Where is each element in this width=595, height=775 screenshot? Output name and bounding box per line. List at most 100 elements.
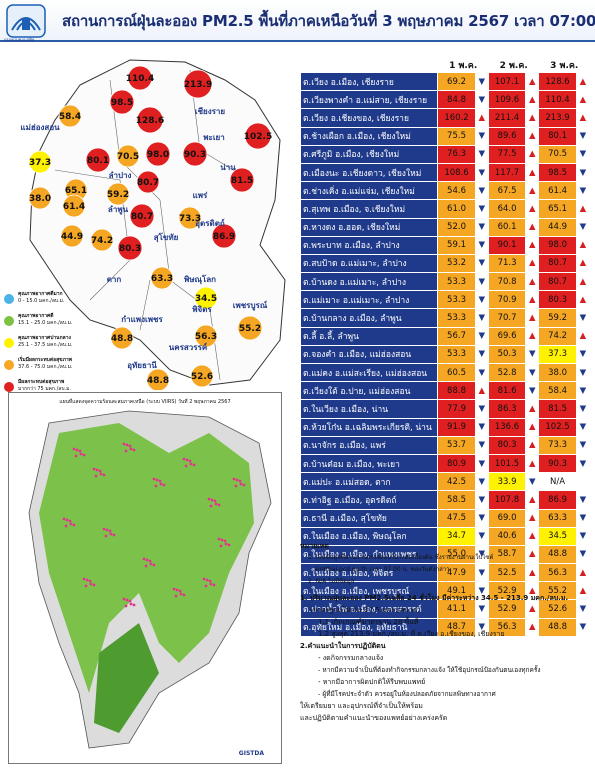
pm25-value: 33.9 bbox=[487, 472, 527, 492]
hotspot-point bbox=[129, 602, 133, 606]
trend-down-icon: ▼ bbox=[474, 453, 489, 474]
pm25-value: 52.9 bbox=[487, 581, 527, 601]
station-name: ต.เมืองนะ อ.เชียงดาว, เชียงใหม่ bbox=[299, 162, 439, 183]
hotspot-point bbox=[152, 563, 156, 567]
table-row: ต.แม่คง อ.แม่สะเรียง, แม่ฮ่องสอน 60.5 ▼ 52.… bbox=[299, 362, 591, 383]
trend-down-icon: ▼ bbox=[474, 326, 489, 346]
station-name: ต.ลี้ อ.ลี้, ลำพูน bbox=[299, 326, 439, 346]
province-label: พะเยา bbox=[203, 133, 224, 142]
marker-value: 73.3 bbox=[179, 214, 201, 224]
pm25-value: 74.2 bbox=[538, 326, 577, 346]
hotspot-point bbox=[68, 519, 72, 523]
hotspot-point bbox=[132, 448, 136, 452]
station-name: ต.ปากน้ำโพ อ.เมือง, นครสวรรค์ bbox=[299, 599, 439, 619]
pm25-value: 65.1 bbox=[538, 199, 577, 219]
hotspot-point bbox=[185, 458, 189, 462]
hotspot-point bbox=[72, 523, 76, 527]
pcd-logo-icon bbox=[6, 4, 46, 38]
marker-value: 81.5 bbox=[231, 176, 253, 186]
pm25-table: 1 พ.ค. 2 พ.ค. 3 พ.ค. ต.เวียง อ.เมือง, เชียง… bbox=[299, 58, 591, 637]
province-label: แม่ฮ่องสอน bbox=[20, 123, 60, 132]
trend-down-icon: ▼ bbox=[474, 253, 489, 274]
marker-value: 37.3 bbox=[29, 158, 51, 168]
trend-up-icon: ▲ bbox=[525, 272, 540, 292]
pm25-value: 59.1 bbox=[437, 235, 476, 255]
pm25-station-marker: 59.2 bbox=[106, 182, 130, 206]
trend-up-icon: ▲ bbox=[474, 108, 489, 128]
hotspot-point bbox=[69, 522, 73, 526]
marker-value: 128.6 bbox=[136, 116, 164, 126]
station-name: ต.ห้วยโก๋น อ.เฉลิมพระเกียรติ, น่าน bbox=[299, 417, 439, 437]
trend-down-icon: ▼ bbox=[575, 217, 591, 237]
hotspot-point bbox=[214, 502, 218, 506]
marker-value: 110.4 bbox=[126, 74, 154, 84]
hotspot-point bbox=[109, 532, 113, 536]
table-row: ต.ในเมือง อ.เมือง, เพชรบูรณ์ 49.1 ▼ 52.9 ▲ 55… bbox=[299, 581, 591, 601]
pm25-value: 58.5 bbox=[437, 490, 476, 510]
pm25-value: 75.5 bbox=[437, 126, 476, 146]
pm25-value: 61.4 bbox=[538, 181, 577, 201]
pm25-value: 42.5 bbox=[437, 472, 476, 492]
hotspot-point bbox=[92, 467, 96, 471]
trend-up-icon: ▲ bbox=[575, 235, 591, 255]
hotspot-point bbox=[122, 442, 126, 446]
table-row: ต.เวียงพางคำ อ.แม่สาย, เชียงราย 84.8 ▼ 109.… bbox=[299, 90, 591, 110]
trend-up-icon: ▲ bbox=[525, 490, 540, 510]
legend-range: 0 - 15.0 มคก./ลบ.ม. bbox=[18, 298, 65, 304]
trend-down-icon: ▼ bbox=[575, 453, 591, 474]
hotspot-point bbox=[79, 452, 83, 456]
station-name: ต.แม่เมาะ อ.แม่เมาะ, ลำปาง bbox=[299, 290, 439, 310]
trend-up-icon: ▲ bbox=[575, 108, 591, 128]
pm25-value: 37.3 bbox=[538, 344, 577, 365]
trend-down-icon: ▼ bbox=[525, 344, 540, 365]
trend-down-icon: ▼ bbox=[474, 490, 489, 510]
pm25-value: 89.6 bbox=[487, 126, 527, 146]
hotspot-point bbox=[105, 528, 109, 532]
remark-title: หมายเหตุ bbox=[300, 542, 329, 550]
hotspot-point bbox=[104, 534, 108, 538]
pm25-station-marker: 61.4 bbox=[62, 194, 86, 218]
satellite-hotspot-map: แผนที่แสดงจุดความร้อนสะสมภาคเหนือ (ระบบ … bbox=[8, 392, 282, 764]
pm25-station-marker: 80.7 bbox=[129, 203, 155, 229]
marker-value: 80.7 bbox=[137, 178, 159, 188]
pm25-station-marker: 128.6 bbox=[136, 106, 164, 134]
legend: คุณภาพอากาศดีมาก 0 - 15.0 มคก./ลบ.ม. คุณภา… bbox=[4, 290, 99, 400]
hotspot-point bbox=[162, 483, 166, 487]
pm25-station-marker: 48.8 bbox=[110, 326, 134, 350]
pm25-station-marker: 55.2 bbox=[237, 315, 263, 341]
province-label: ลำปาง bbox=[109, 171, 132, 180]
remark-1b: air4thai.pcd.go.th เวลา 07.00 น. ของวันด… bbox=[314, 566, 450, 573]
hotspot-point bbox=[99, 472, 103, 476]
hotspot-point bbox=[145, 558, 149, 562]
hotspot-point bbox=[178, 589, 182, 593]
province-label: ลำพูน bbox=[108, 205, 129, 215]
pm25-value: 56.3 bbox=[538, 563, 577, 583]
pm25-value: 69.2 bbox=[437, 71, 476, 92]
table-row: ต.สบป้าด อ.แม่เมาะ, ลำปาง 53.2 ▼ 71.3 ▲ 80.7 ▲ bbox=[299, 253, 591, 274]
pm25-value: 47.5 bbox=[437, 508, 476, 528]
station-name: ต.บ้านดง อ.แม่เมาะ, ลำปาง bbox=[299, 272, 439, 292]
pm25-value: 70.9 bbox=[487, 290, 527, 310]
pm25-station-marker: 80.7 bbox=[136, 170, 160, 194]
trend-down-icon: ▼ bbox=[474, 290, 489, 310]
hotspot-point bbox=[220, 538, 224, 542]
pm25-station-marker: 102.5 bbox=[244, 122, 272, 150]
trend-up-icon: ▲ bbox=[525, 126, 540, 146]
pm25-value: 61.0 bbox=[437, 199, 476, 219]
trend-down-icon: ▼ bbox=[575, 181, 591, 201]
province-label: แพร่ bbox=[193, 191, 208, 200]
pm25-station-marker: 44.9 bbox=[60, 224, 84, 248]
table-row: ต.หางดง อ.ฮอด, เชียงใหม่ 52.0 ▼ 60.1 ▲ 44.9 ▼ bbox=[299, 217, 591, 237]
hotspot-point bbox=[227, 543, 231, 547]
pm25-value: 34.7 bbox=[437, 526, 476, 546]
pm25-value: 80.3 bbox=[487, 435, 527, 455]
table-row: ต.ธานี อ.เมือง, สุโขทัย 47.5 ▼ 69.0 ▲ 63.3 ▼ bbox=[299, 508, 591, 528]
trend-down-icon: ▼ bbox=[474, 199, 489, 219]
hotspot-point bbox=[89, 582, 93, 586]
trend-down-icon: ▼ bbox=[474, 235, 489, 255]
pm25-value: 50.3 bbox=[487, 344, 527, 365]
table-row: ต.พระบาท อ.เมือง, ลำปาง 59.1 ▼ 90.1 ▲ 98.0 ▲ bbox=[299, 235, 591, 255]
hotspot-point bbox=[88, 579, 92, 583]
hotspot-point bbox=[124, 449, 128, 453]
advice-2: - หากมีความจำเป็นที่ต้องทำกิจกรรมกลางแจ้… bbox=[318, 666, 541, 674]
